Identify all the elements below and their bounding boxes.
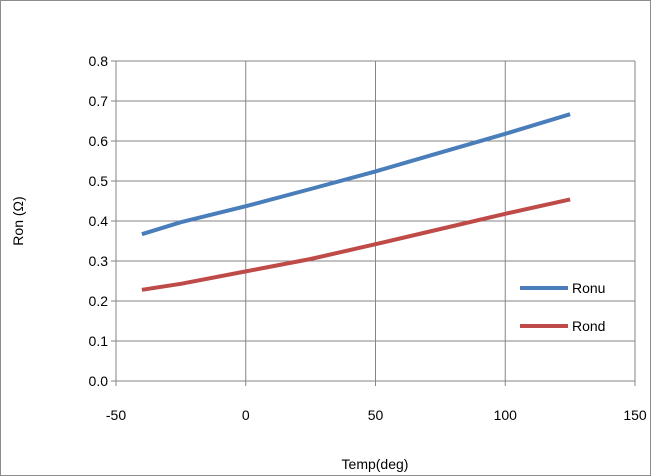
y-tick-label: 0.6: [89, 133, 109, 149]
y-tick-label: 0.4: [89, 213, 109, 229]
x-tick-label: 0: [242, 407, 250, 423]
y-tick-label: 0.7: [89, 93, 109, 109]
series-lines: [141, 112, 571, 292]
x-axis-title: Temp(deg): [342, 456, 409, 472]
legend-label-rond: Rond: [572, 318, 605, 334]
y-tick-label: 0.1: [89, 333, 109, 349]
y-tick-label: 0.5: [89, 173, 109, 189]
x-tick-label: 50: [368, 407, 384, 423]
legend-label-ronu: Ronu: [572, 280, 605, 296]
x-tick-label: 100: [494, 407, 518, 423]
y-tick-label: 0.2: [89, 293, 109, 309]
y-tick-label: 0.3: [89, 253, 109, 269]
y-axis-title: Ron (Ω): [10, 196, 26, 245]
y-tick-label: 0.8: [89, 53, 109, 69]
y-tick-label: 0.0: [89, 373, 109, 389]
series-line-rond: [141, 197, 571, 292]
axes: 0.0 0.1 0.2 0.3 0.4 0.5 0.6 0.7 0.8 -50 0 50 100 150: [89, 53, 647, 423]
x-tick-label: -50: [106, 407, 126, 423]
x-tick-label: 150: [623, 407, 647, 423]
grid: [115, 60, 636, 382]
legend: Ronu Rond: [520, 280, 605, 334]
series-line-ronu: [141, 112, 571, 237]
